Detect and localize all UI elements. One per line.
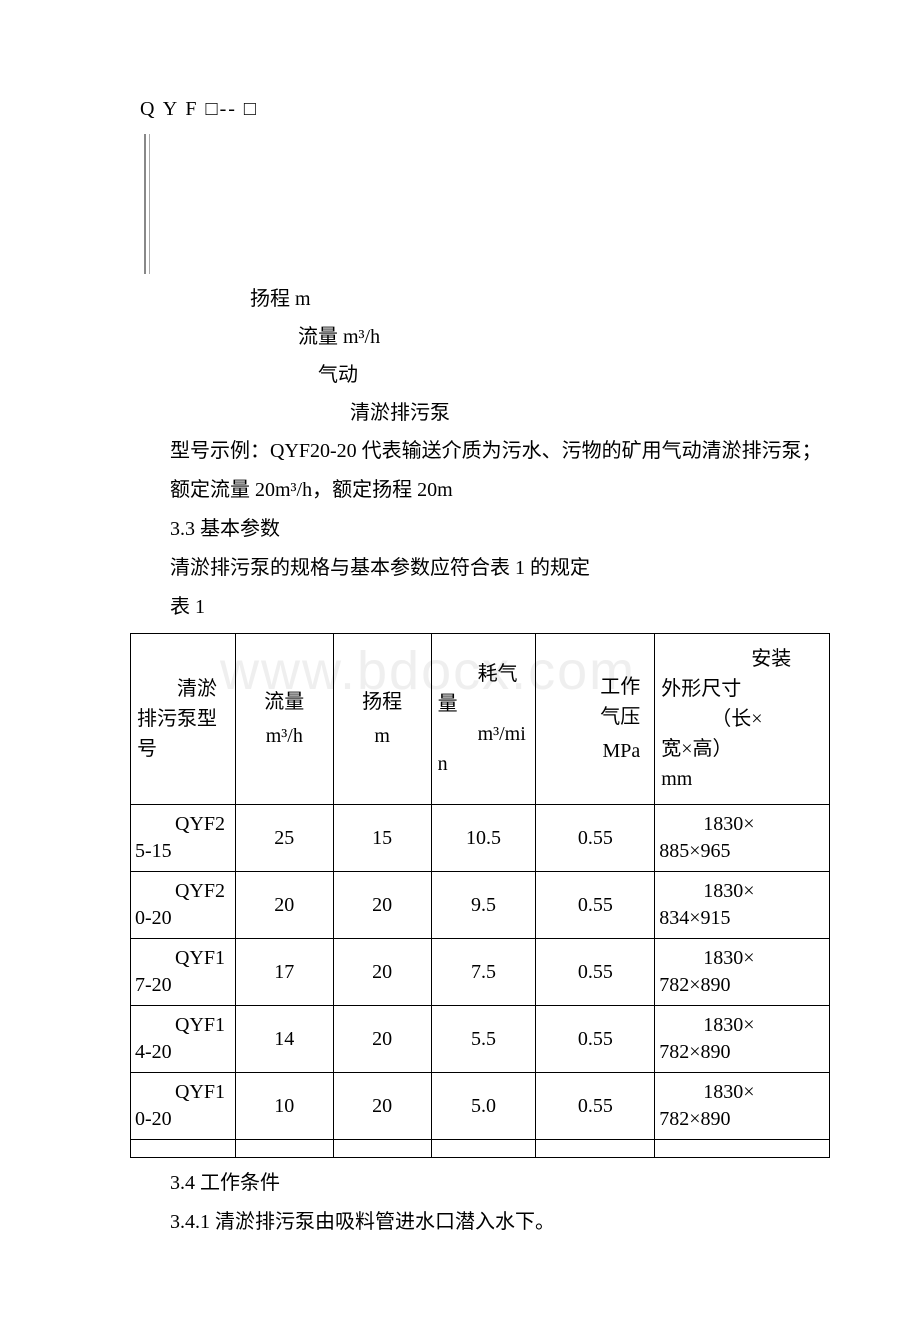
col-press-l1: 工作 [600,676,640,698]
col-head-label: 扬程 [362,691,402,713]
parameters-table: 清淤 排污泵型 号 流量 m³/h 扬程 m 耗气 量 m³/mi n [130,633,830,1158]
cell-dim: 1830×782×890 [655,1073,830,1140]
example-line-1: 型号示例：QYF20-20 代表输送介质为污水、污物的矿用气动清淤排污泵； [130,432,830,471]
cell-air: 5.5 [431,1006,536,1073]
col-air-unit2: n [438,753,448,775]
col-model-l3: 号 [137,738,157,760]
table-empty-row [131,1140,830,1158]
cell-air: 7.5 [431,939,536,1006]
table-header-row: 清淤 排污泵型 号 流量 m³/h 扬程 m 耗气 量 m³/mi n [131,634,830,805]
col-header-air: 耗气 量 m³/mi n [431,634,536,805]
table-1-label: 表 1 [130,588,830,627]
cell-air: 9.5 [431,872,536,939]
section-3-3-title: 3.3 基本参数 [130,510,830,549]
table-row: QYF17-2017207.50.551830×782×890 [131,939,830,1006]
model-code: Q Y F □-- □ [140,90,830,128]
table-row: QYF14-2014205.50.551830×782×890 [131,1006,830,1073]
cell-air: 5.0 [431,1073,536,1140]
cell-press: 0.55 [536,1006,655,1073]
col-dim-l2: 外形尺寸 [661,678,741,700]
cell-model: QYF14-20 [131,1006,236,1073]
legend-flow: 流量 m³/h [250,318,830,356]
col-air-l2: 量 [438,693,458,715]
cell-flow: 17 [235,939,333,1006]
col-dim-unit: mm [661,768,692,790]
col-flow-unit: m³/h [242,721,327,751]
cell-head: 20 [333,872,431,939]
col-header-model: 清淤 排污泵型 号 [131,634,236,805]
col-model-l1: 清淤 [137,674,229,704]
table-row: QYF20-2020209.50.551830×834×915 [131,872,830,939]
cell-model: QYF20-20 [131,872,236,939]
cell-flow: 10 [235,1073,333,1140]
table-body: QYF25-15251510.50.551830×885×965QYF20-20… [131,805,830,1158]
col-press-unit: MPa [542,736,640,766]
cell-head: 20 [333,1006,431,1073]
section-3-4-1: 3.4.1 清淤排污泵由吸料管进水口潜入水下。 [130,1203,830,1242]
cell-press: 0.55 [536,1073,655,1140]
cell-press: 0.55 [536,805,655,872]
col-model-l2: 排污泵型 [137,708,217,730]
cell-model: QYF17-20 [131,939,236,1006]
cell-dim: 1830×885×965 [655,805,830,872]
col-flow-label: 流量 [264,691,304,713]
model-bracket-line [144,134,146,274]
legend-pump: 清淤排污泵 [250,394,830,432]
model-legend: 扬程 m 流量 m³/h 气动 清淤排污泵 [250,280,830,432]
col-press-l2: 气压 [600,706,640,728]
section-3-4-title: 3.4 工作条件 [130,1164,830,1203]
cell-head: 20 [333,1073,431,1140]
cell-head: 20 [333,939,431,1006]
example-line-2: 额定流量 20m³/h，额定扬程 20m [130,471,830,510]
cell-dim: 1830×782×890 [655,1006,830,1073]
col-header-press: 工作 气压 MPa [536,634,655,805]
col-head-unit: m [340,721,425,751]
col-air-l1: 耗气 [438,659,530,689]
table-row: QYF25-15251510.50.551830×885×965 [131,805,830,872]
col-header-dim: 安装 外形尺寸 （长× 宽×高） mm [655,634,830,805]
legend-pneumatic: 气动 [250,356,830,394]
cell-flow: 14 [235,1006,333,1073]
section-3-3-desc: 清淤排污泵的规格与基本参数应符合表 1 的规定 [130,549,830,588]
col-header-flow: 流量 m³/h [235,634,333,805]
cell-dim: 1830×834×915 [655,872,830,939]
cell-air: 10.5 [431,805,536,872]
cell-model: QYF10-20 [131,1073,236,1140]
col-header-head: 扬程 m [333,634,431,805]
cell-flow: 20 [235,872,333,939]
cell-press: 0.55 [536,872,655,939]
cell-model: QYF25-15 [131,805,236,872]
col-dim-l3: （长× [661,704,823,734]
legend-head: 扬程 m [250,280,830,318]
col-air-unit: m³/mi [438,719,530,749]
page-content: Q Y F □-- □ 扬程 m 流量 m³/h 气动 清淤排污泵 型号示例：Q… [130,90,830,1242]
cell-dim: 1830×782×890 [655,939,830,1006]
cell-head: 15 [333,805,431,872]
col-dim-l1: 安装 [661,644,823,674]
cell-press: 0.55 [536,939,655,1006]
table-row: QYF10-2010205.00.551830×782×890 [131,1073,830,1140]
cell-flow: 25 [235,805,333,872]
col-dim-l4: 宽×高） [661,738,732,760]
